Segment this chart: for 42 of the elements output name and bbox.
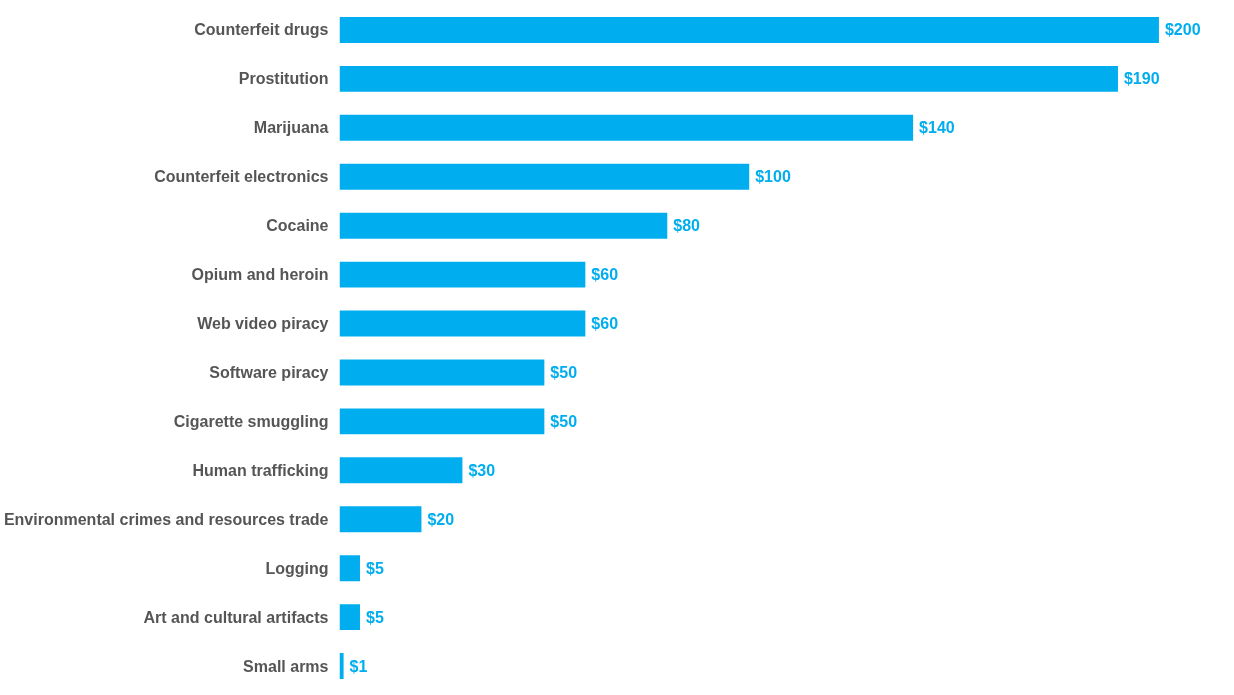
y-tick-label: Cocaine	[266, 217, 329, 235]
data-label: $60	[591, 266, 619, 284]
bar	[339, 261, 586, 288]
bar	[339, 506, 422, 533]
y-tick-label: Software piracy	[209, 363, 329, 381]
data-label: $200	[1164, 21, 1201, 39]
bar	[339, 359, 545, 386]
y-tick-label: Art and cultural artifacts	[143, 608, 329, 626]
data-label: $140	[919, 119, 955, 137]
y-tick-label: Environmental crimes and resources trade	[3, 510, 329, 528]
data-label: $5	[365, 559, 384, 577]
bar	[339, 457, 463, 484]
data-label: $100	[755, 168, 791, 186]
y-tick-label: Prostitution	[238, 70, 329, 88]
bar	[339, 17, 1159, 43]
data-label: $30	[468, 461, 496, 479]
y-tick-label: Counterfeit electronics	[154, 168, 329, 186]
data-label: $190	[1123, 70, 1160, 88]
data-label: $60	[591, 315, 619, 333]
y-tick-label: Cigarette smuggling	[173, 412, 329, 430]
y-tick-label: Logging	[265, 559, 329, 577]
data-label: $80	[673, 217, 701, 235]
data-label: $5	[365, 608, 384, 626]
bar	[339, 65, 1118, 92]
data-label: $50	[550, 412, 578, 430]
data-label: $20	[427, 510, 455, 528]
bar	[339, 604, 360, 631]
data-label: $50	[550, 363, 578, 381]
y-tick-label: Opium and heroin	[191, 266, 329, 284]
bar	[339, 212, 668, 239]
bar	[339, 653, 344, 679]
bar	[339, 163, 750, 190]
bar	[339, 555, 360, 582]
bar	[339, 114, 914, 141]
bar	[339, 310, 586, 337]
y-tick-label: Small arms	[243, 657, 329, 675]
bar	[339, 408, 545, 435]
y-tick-label: Human trafficking	[192, 461, 329, 479]
y-tick-label: Counterfeit drugs	[194, 21, 329, 39]
y-tick-label: Marijuana	[253, 119, 329, 137]
data-label: $1	[349, 657, 368, 675]
y-tick-label: Web video piracy	[197, 315, 329, 333]
